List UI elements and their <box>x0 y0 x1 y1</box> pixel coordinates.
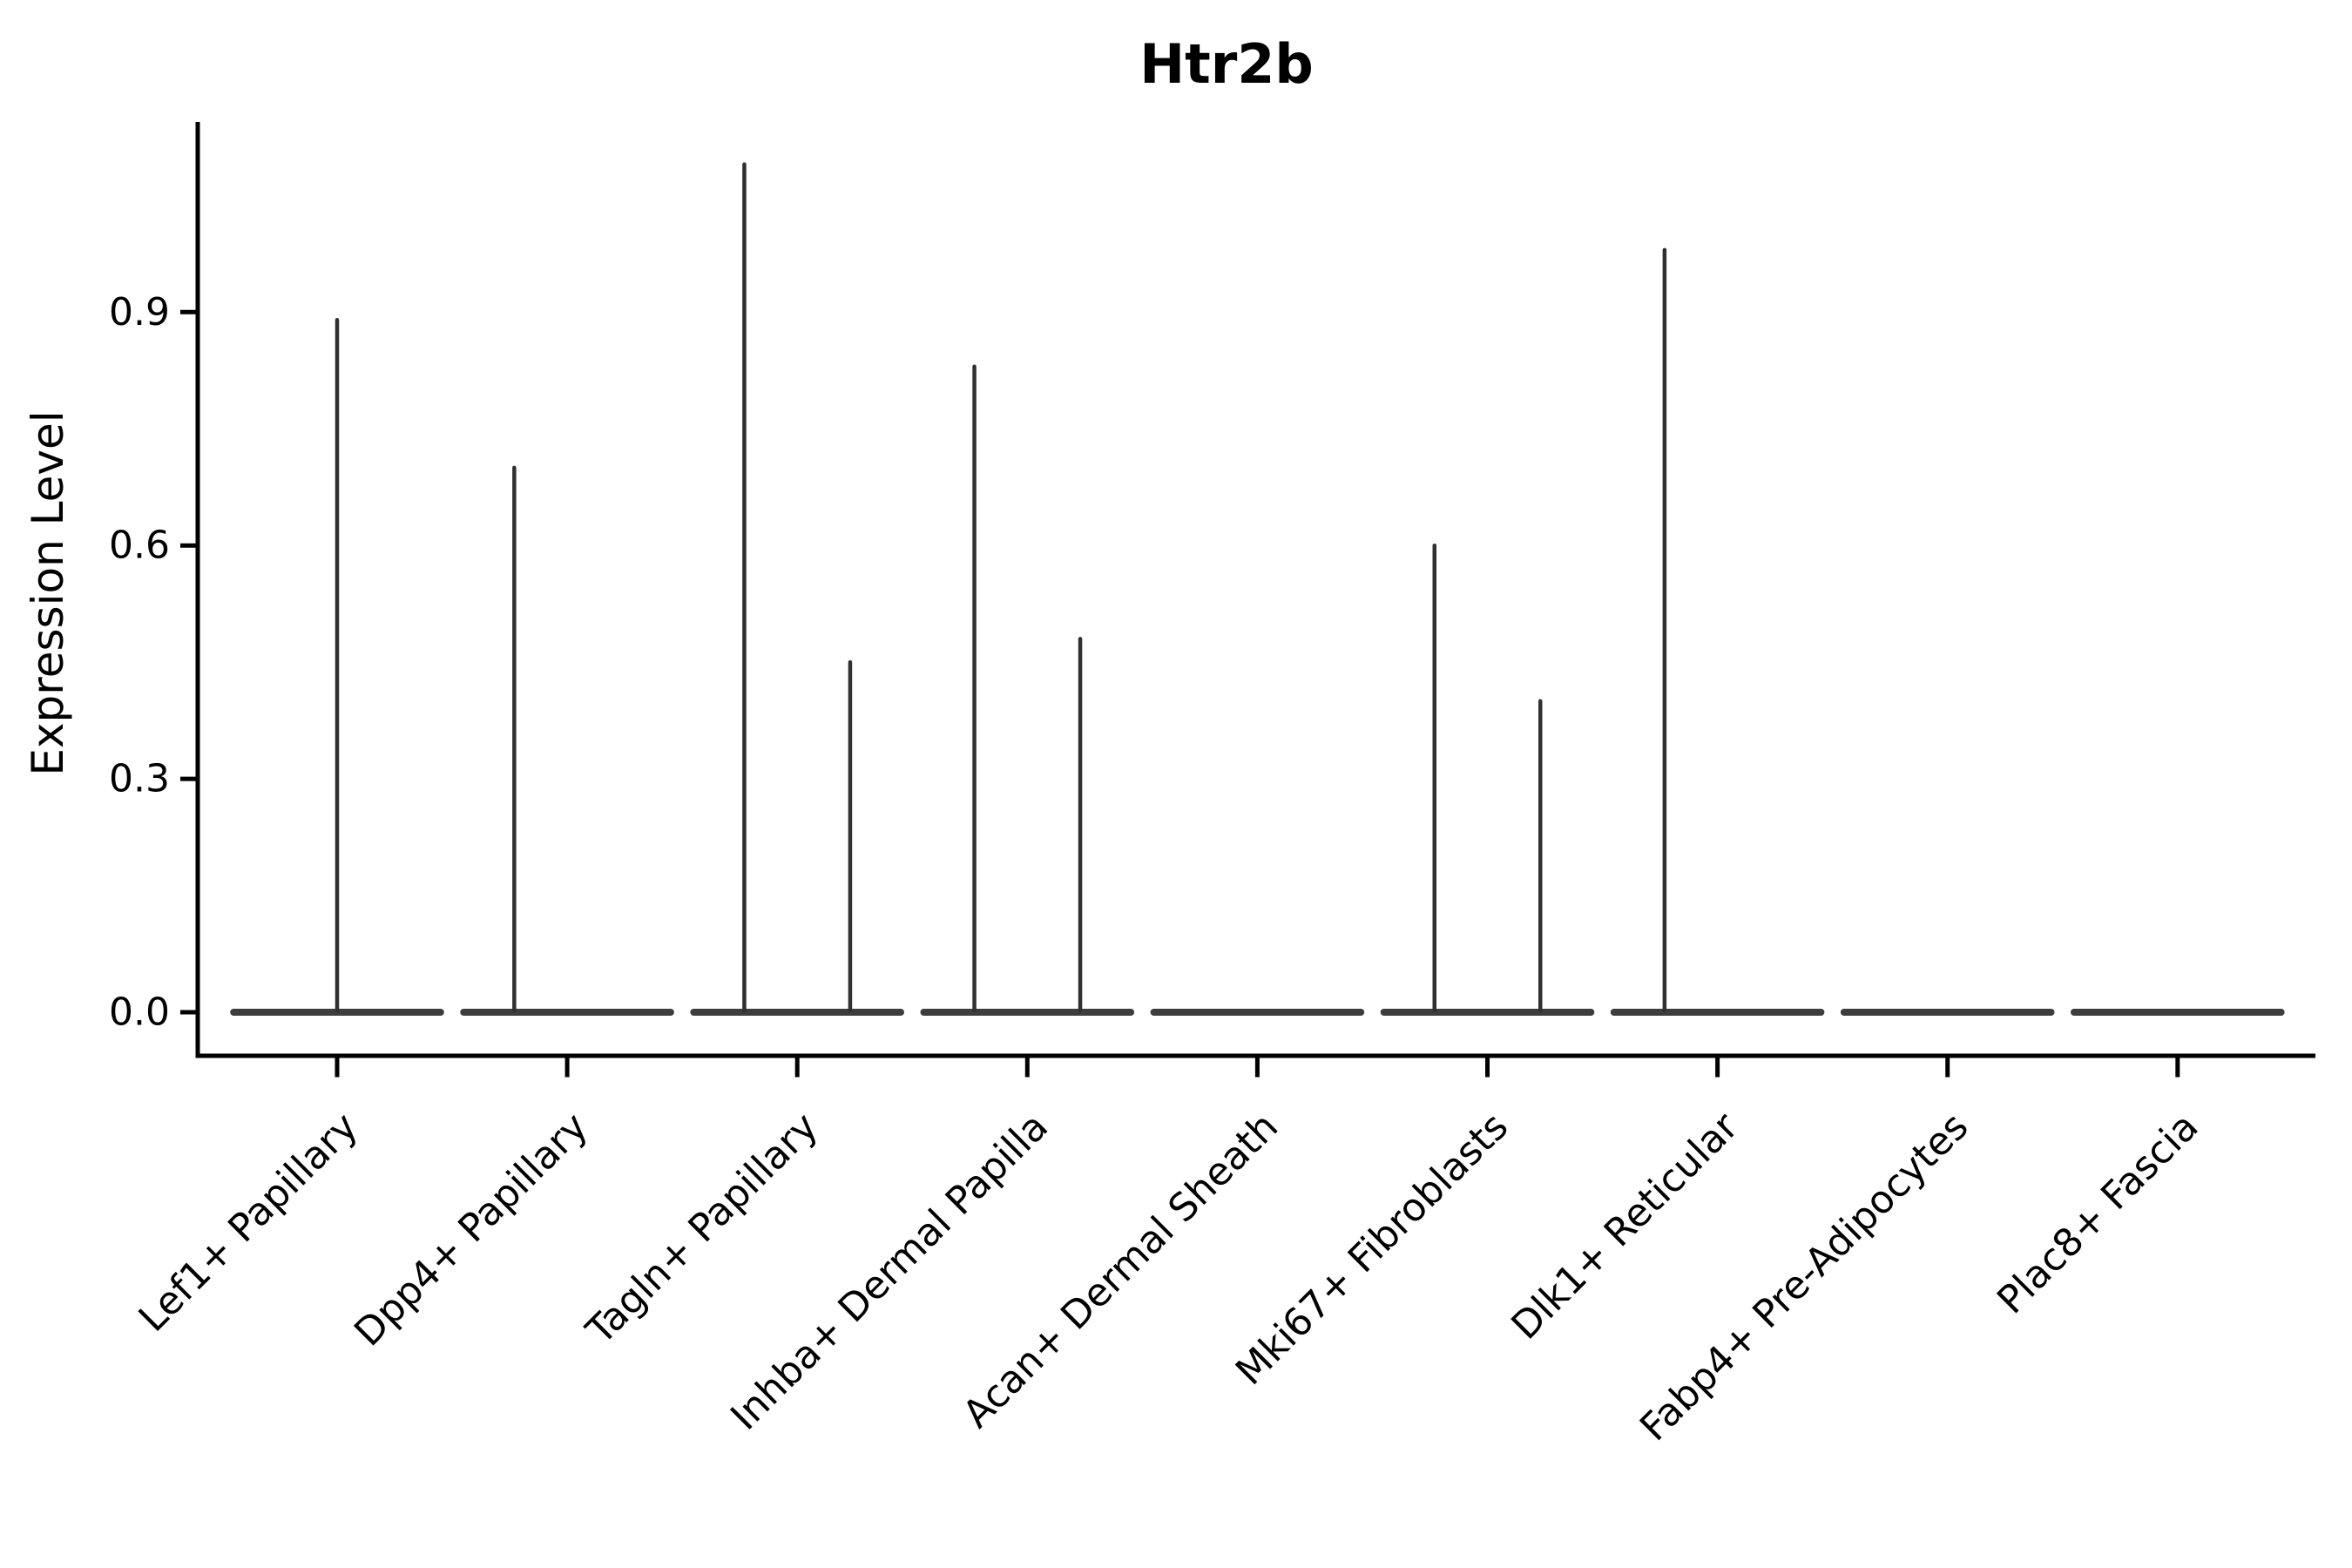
violin-baseline <box>460 1009 674 1016</box>
y-tick-label: 0.9 <box>109 290 170 335</box>
violin <box>1610 247 1825 1016</box>
x-tick-label: Dpp4+ Papillary <box>346 1105 597 1355</box>
violin <box>2070 1009 2285 1016</box>
x-tick-label: Dlk1+ Reticular <box>1503 1104 1747 1348</box>
violin <box>1380 543 1595 1016</box>
violin <box>460 465 674 1016</box>
violin-baseline <box>920 1009 1135 1016</box>
violin <box>920 364 1135 1016</box>
violin-baseline <box>1610 1009 1825 1016</box>
violin <box>690 162 905 1016</box>
chart-title: Htr2b <box>1139 32 1314 96</box>
violin <box>230 317 444 1016</box>
violin-baseline <box>2070 1009 2285 1016</box>
x-tick-label: Plac8+ Fascia <box>1989 1105 2207 1323</box>
violin-baseline <box>690 1009 905 1016</box>
y-tick-label: 0.0 <box>109 990 170 1035</box>
violin-baseline <box>1150 1009 1365 1016</box>
y-tick-label: 0.6 <box>109 524 170 568</box>
violins <box>230 162 2285 1016</box>
y-tick-label: 0.3 <box>109 757 170 801</box>
violin <box>1150 1009 1365 1016</box>
y-axis-title: Expression Level <box>23 410 73 775</box>
violin-baseline <box>1380 1009 1595 1016</box>
violin-baseline <box>1840 1009 2055 1016</box>
violin <box>1840 1009 2055 1016</box>
x-tick-label: Tagln+ Papillary <box>578 1105 827 1354</box>
y-axis-ticks: 0.0 0.3 0.6 0.9 <box>109 290 198 1035</box>
x-tick-label: Lef1+ Papillary <box>131 1105 367 1341</box>
